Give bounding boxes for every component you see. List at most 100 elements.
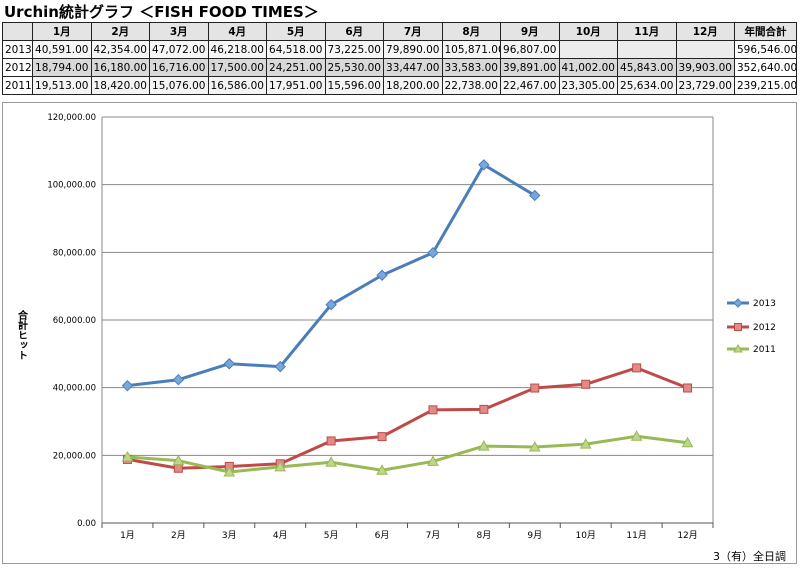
table-header-cell: 10月 <box>558 22 618 41</box>
table-header-cell: 8月 <box>441 22 501 41</box>
y-tick-label: 60,000.00 <box>53 316 96 326</box>
data-point-2011 <box>579 438 592 449</box>
data-point-2013 <box>529 189 541 202</box>
row-year-cell: 2013 <box>2 40 33 59</box>
table-cell: 41,002.00 <box>558 58 618 77</box>
y-tick-label: 40,000.00 <box>53 384 96 394</box>
table-header-cell: 5月 <box>266 22 326 41</box>
table-cell: 46,218.00 <box>207 40 267 59</box>
data-point-2011 <box>528 440 541 452</box>
data-point-2012 <box>683 383 693 393</box>
table-header-cell: 2月 <box>90 22 150 41</box>
data-point-2011 <box>274 460 287 472</box>
table-cell: 33,583.00 <box>441 58 501 77</box>
y-tick-label: 0.00 <box>77 519 96 529</box>
x-tick-label: 10月 <box>575 530 595 541</box>
legend-marker-2013 <box>733 298 743 308</box>
data-point-2012 <box>428 405 438 415</box>
series-line-2011 <box>127 434 688 474</box>
data-point-2011 <box>223 465 236 477</box>
data-point-2013 <box>478 159 490 171</box>
table-header-cell: 3月 <box>149 22 209 41</box>
data-point-2013 <box>274 360 286 373</box>
table-cell: 15,596.00 <box>324 76 384 95</box>
table-header-cell: 12月 <box>675 22 735 41</box>
table-header-cell: 11月 <box>617 22 677 41</box>
data-point-2013 <box>223 358 235 370</box>
legend-marker-2011 <box>733 343 743 353</box>
row-total-cell: 239,215.00 <box>734 76 797 95</box>
data-point-2011 <box>681 436 694 448</box>
table-cell: 18,420.00 <box>90 76 150 95</box>
x-tick-label: 5月 <box>324 530 339 541</box>
x-tick-label: 8月 <box>477 530 492 541</box>
x-tick-label: 11月 <box>626 530 646 541</box>
table-cell: 17,500.00 <box>207 58 267 77</box>
table-cell: 24,251.00 <box>266 58 326 77</box>
table-cell: 22,467.00 <box>500 76 560 95</box>
y-tick-label: 80,000.00 <box>53 248 96 258</box>
table-header-cell <box>2 22 33 41</box>
table-cell: 18,794.00 <box>32 58 92 77</box>
table-cell: 39,903.00 <box>675 58 735 77</box>
y-axis-label: 合計ヒット <box>16 309 29 360</box>
data-point-2012 <box>479 404 489 414</box>
series-line-2013 <box>127 163 536 388</box>
x-tick-label: 12月 <box>677 530 697 541</box>
y-tick-label: 100,000.00 <box>47 181 96 191</box>
data-point-2012 <box>326 436 336 446</box>
data-point-2013 <box>325 299 337 311</box>
legend-label-2012: 2012 <box>753 323 776 333</box>
footer-note: 3（有）全日調 <box>713 550 786 563</box>
y-tick-label: 20,000.00 <box>53 451 96 461</box>
data-point-2011 <box>427 455 439 466</box>
legend-marker-2012 <box>734 323 742 331</box>
table-cell: 16,180.00 <box>90 58 150 77</box>
table-cell: 17,951.00 <box>266 76 326 95</box>
table-cell: 64,518.00 <box>266 40 326 59</box>
data-point-2012 <box>581 379 591 389</box>
data-point-2011 <box>121 450 134 462</box>
table-cell: 15,076.00 <box>149 76 209 95</box>
table-cell: 40,591.00 <box>32 40 92 59</box>
data-point-2012 <box>173 463 183 473</box>
series-line-2012 <box>127 366 689 470</box>
chart-frame: 0.00 20,000.00 40,000.00 60,000.00 80,000.00… <box>2 102 797 564</box>
table-cell: 25,634.00 <box>617 76 677 95</box>
table-header-cell: 6月 <box>324 22 384 41</box>
table-cell: 47,072.00 <box>149 40 209 59</box>
page-title: Urchin統計グラフ ＜FISH FOOD TIMES＞ <box>4 3 319 21</box>
table-cell: 18,200.00 <box>383 76 443 95</box>
x-tick-label: 9月 <box>527 530 542 541</box>
table-cell <box>558 40 618 59</box>
table-cell: 39,891.00 <box>500 58 560 77</box>
legend-label-2011: 2011 <box>753 345 776 355</box>
x-tick-label: 3月 <box>222 530 237 541</box>
row-total-cell: 596,546.00 <box>734 40 797 59</box>
data-point-2011 <box>376 464 388 475</box>
data-point-2012 <box>632 363 642 373</box>
table-header-cell: 年間合計 <box>734 22 797 41</box>
data-point-2012 <box>530 383 540 393</box>
x-tick-label: 2月 <box>171 530 186 541</box>
table-cell: 73,225.00 <box>324 40 384 59</box>
table-cell: 25,530.00 <box>324 58 384 77</box>
table-cell: 45,843.00 <box>617 58 677 77</box>
table-cell <box>617 40 677 59</box>
table-cell: 96,807.00 <box>500 40 560 59</box>
table-cell: 33,447.00 <box>383 58 443 77</box>
table-cell: 16,716.00 <box>149 58 209 77</box>
table-cell: 23,305.00 <box>558 76 618 95</box>
table-cell: 22,738.00 <box>441 76 501 95</box>
x-tick-label: 6月 <box>375 530 390 541</box>
legend-label-2013: 2013 <box>753 299 776 309</box>
table-cell <box>675 40 735 59</box>
x-tick-label: 1月 <box>120 530 135 541</box>
table-cell: 16,586.00 <box>207 76 267 95</box>
y-tick-label: 120,000.00 <box>47 113 96 123</box>
table-row: 2011 19,513.00 18,420.00 15,076.00 16,586.00… <box>2 76 797 95</box>
data-point-2013 <box>172 373 185 386</box>
x-tick-label: 4月 <box>273 530 288 541</box>
row-total-cell: 352,640.00 <box>734 58 797 77</box>
table-header-cell: 9月 <box>500 22 560 41</box>
